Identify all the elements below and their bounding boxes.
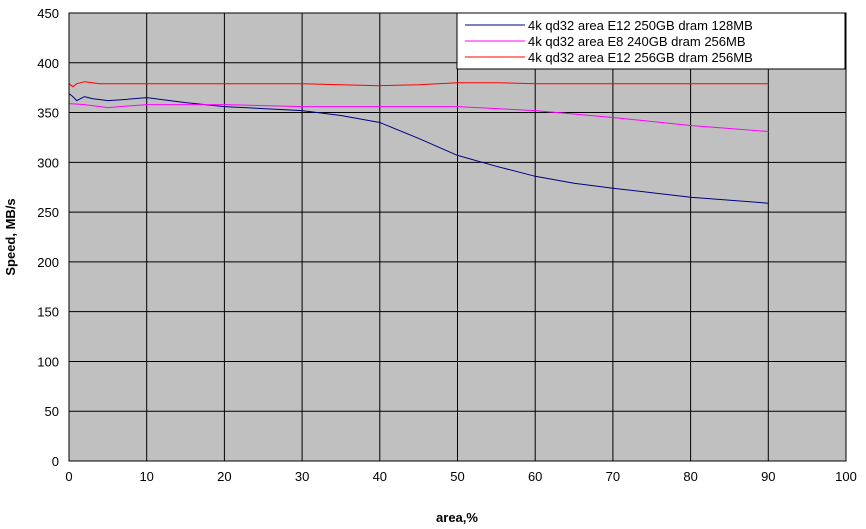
y-tick-label: 450 (37, 6, 59, 21)
y-tick-label: 400 (37, 56, 59, 71)
legend-label-3: 4k qd32 area E12 256GB dram 256MB (528, 50, 753, 65)
y-tick-label: 150 (37, 305, 59, 320)
y-tick-label: 50 (45, 404, 59, 419)
y-tick-label: 250 (37, 205, 59, 220)
x-tick-label: 40 (373, 469, 387, 484)
x-tick-label: 10 (139, 469, 153, 484)
y-tick-label: 200 (37, 255, 59, 270)
x-tick-label: 100 (835, 469, 857, 484)
x-tick-label: 30 (295, 469, 309, 484)
x-tick-label: 80 (683, 469, 697, 484)
legend-label-2: 4k qd32 area E8 240GB dram 256MB (528, 34, 746, 49)
x-tick-label: 70 (606, 469, 620, 484)
series-lines (68, 81, 769, 204)
series-line-1 (68, 93, 769, 204)
y-tick-label: 350 (37, 106, 59, 121)
y-tick-label: 100 (37, 354, 59, 369)
x-tick-label: 20 (217, 469, 231, 484)
y-tick-label: 300 (37, 155, 59, 170)
x-axis-title: area,% (436, 510, 478, 525)
x-tick-labels: 0 10 20 30 40 50 60 70 80 90 100 (65, 469, 856, 484)
y-tick-label: 0 (52, 454, 59, 469)
y-tick-labels: 0 50 100 150 200 250 300 350 400 450 (37, 6, 59, 469)
x-tick-label: 0 (65, 469, 72, 484)
series-line-2 (68, 103, 769, 132)
y-axis-title: Speed, MB/s (3, 198, 18, 275)
series-line-3 (68, 81, 769, 88)
x-tick-label: 90 (761, 469, 775, 484)
x-tick-label: 60 (528, 469, 542, 484)
x-tick-label: 50 (450, 469, 464, 484)
legend-label-1: 4k qd32 area E12 250GB dram 128MB (528, 18, 753, 33)
